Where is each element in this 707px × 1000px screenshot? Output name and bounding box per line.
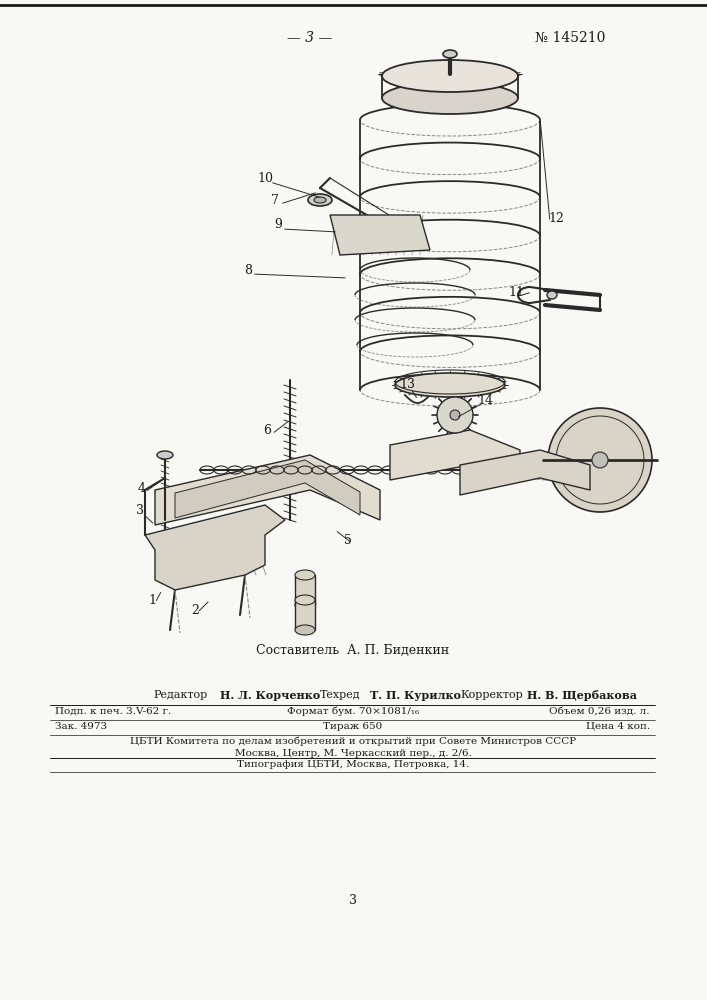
Text: 13: 13 <box>399 378 415 391</box>
Polygon shape <box>145 505 285 590</box>
Text: Цена 4 коп.: Цена 4 коп. <box>586 722 650 731</box>
Circle shape <box>592 452 608 468</box>
Ellipse shape <box>295 595 315 605</box>
Polygon shape <box>460 450 590 495</box>
Text: — 3 —: — 3 — <box>287 31 333 45</box>
Polygon shape <box>155 455 380 525</box>
Text: 10: 10 <box>257 172 273 184</box>
Ellipse shape <box>295 600 315 610</box>
Text: Тираж 650: Тираж 650 <box>323 722 382 731</box>
Polygon shape <box>175 460 360 518</box>
Ellipse shape <box>308 194 332 206</box>
Ellipse shape <box>157 451 173 459</box>
Circle shape <box>548 408 652 512</box>
Text: 8: 8 <box>244 263 252 276</box>
Text: Н. Л. Корченко: Н. Л. Корченко <box>220 690 320 701</box>
Text: 1: 1 <box>148 593 156 606</box>
Text: Зак. 4973: Зак. 4973 <box>55 722 107 731</box>
Text: Типография ЦБТИ, Москва, Петровка, 14.: Типография ЦБТИ, Москва, Петровка, 14. <box>237 760 469 769</box>
Text: 3: 3 <box>136 504 144 516</box>
Bar <box>295 600 315 630</box>
Text: 12: 12 <box>548 212 564 225</box>
Ellipse shape <box>382 82 518 114</box>
Text: Объем 0,26 изд. л.: Объем 0,26 изд. л. <box>549 707 650 716</box>
Text: 9: 9 <box>274 219 282 232</box>
Ellipse shape <box>547 291 557 299</box>
Polygon shape <box>330 215 430 255</box>
Ellipse shape <box>295 570 315 580</box>
Text: 7: 7 <box>271 194 279 207</box>
Polygon shape <box>390 430 520 480</box>
Text: ЦБТИ Комитета по делам изобретений и открытий при Совете Министров СССР: ЦБТИ Комитета по делам изобретений и отк… <box>130 737 576 746</box>
Text: Составитель  А. П. Биденкин: Составитель А. П. Биденкин <box>257 644 450 656</box>
Ellipse shape <box>443 50 457 58</box>
Ellipse shape <box>295 625 315 635</box>
Text: Техред: Техред <box>320 690 361 700</box>
Text: 2: 2 <box>191 603 199 616</box>
Text: Москва, Центр, М. Черкасский пер., д. 2/6.: Москва, Центр, М. Черкасский пер., д. 2/… <box>235 749 472 758</box>
Text: Подп. к печ. 3.V-62 г.: Подп. к печ. 3.V-62 г. <box>55 707 171 716</box>
Text: Н. В. Щербакова: Н. В. Щербакова <box>527 690 637 701</box>
Ellipse shape <box>314 197 326 203</box>
Text: 11: 11 <box>508 286 524 298</box>
Text: Редактор: Редактор <box>153 690 207 700</box>
Text: 4: 4 <box>138 482 146 494</box>
Text: 6: 6 <box>263 424 271 436</box>
Text: 14: 14 <box>477 393 493 406</box>
Circle shape <box>450 410 460 420</box>
Bar <box>295 575 315 605</box>
Text: Формат бум. 70×1081/₁₆: Формат бум. 70×1081/₁₆ <box>287 707 419 716</box>
Ellipse shape <box>395 373 505 397</box>
Ellipse shape <box>382 60 518 92</box>
Text: Т. П. Курилко: Т. П. Курилко <box>370 690 461 701</box>
Text: 5: 5 <box>344 534 352 546</box>
Text: № 145210: № 145210 <box>535 31 605 45</box>
Text: Корректор: Корректор <box>460 690 522 700</box>
Circle shape <box>437 397 473 433</box>
Text: 3: 3 <box>349 894 357 906</box>
